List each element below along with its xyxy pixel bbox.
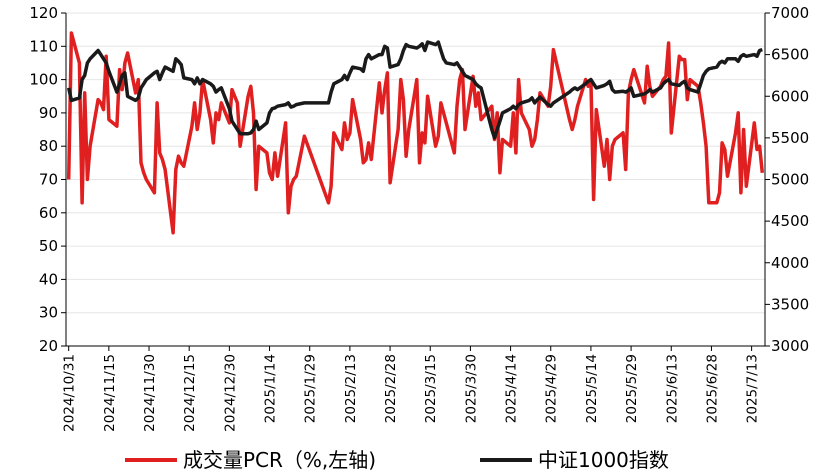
y-tick-label: 70: [39, 171, 58, 189]
y-tick-label: 40: [39, 270, 58, 288]
y-tick-label: 100: [29, 71, 58, 89]
x-tick-label: 2025/3/15: [423, 354, 439, 423]
y-tick-label: 20: [39, 337, 58, 355]
x-tick-label: 2025/1/29: [303, 354, 319, 423]
x-tick-label: 2025/1/14: [263, 354, 279, 423]
y-tick-label: 120: [29, 4, 58, 22]
y2-tick-label: 6500: [771, 46, 809, 64]
y2-tick-label: 7000: [771, 4, 809, 22]
y-tick-label: 60: [39, 204, 58, 222]
y-tick-label: 80: [39, 137, 58, 155]
y-tick-label: 50: [39, 237, 58, 255]
x-tick-label: 2024/11/30: [142, 354, 158, 432]
x-tick-label: 2025/4/29: [544, 354, 560, 423]
x-tick-label: 2025/4/14: [504, 354, 520, 423]
x-tick-label: 2025/6/13: [664, 354, 680, 423]
series-line: [66, 31, 765, 235]
y2-tick-label: 6000: [771, 87, 809, 105]
y-tick-label: 110: [29, 37, 58, 55]
x-tick-label: 2025/6/28: [704, 354, 720, 423]
y2-tick-label: 3000: [771, 337, 809, 355]
x-tick-label: 2025/5/14: [584, 354, 600, 423]
y2-tick-label: 4000: [771, 254, 809, 272]
x-tick-label: 2025/5/29: [624, 354, 640, 423]
y-tick-label: 90: [39, 104, 58, 122]
y2-tick-label: 5000: [771, 171, 809, 189]
y-tick-label: 30: [39, 304, 58, 322]
series-line: [66, 40, 763, 140]
legend-label: 中证1000指数: [538, 448, 669, 472]
x-tick-label: 2025/7/13: [745, 354, 761, 423]
y2-tick-label: 5500: [771, 129, 809, 147]
x-tick-label: 2024/11/15: [102, 354, 118, 432]
x-tick-label: 2025/2/13: [343, 354, 359, 423]
x-tick-label: 2025/2/28: [383, 354, 399, 423]
y2-tick-label: 3500: [771, 295, 809, 313]
x-tick-label: 2024/12/15: [182, 354, 198, 432]
x-tick-label: 2024/10/31: [62, 354, 78, 432]
x-tick-label: 2025/3/30: [463, 354, 479, 423]
legend-label: 成交量PCR（%,左轴): [183, 448, 376, 472]
x-tick-label: 2024/12/30: [222, 354, 238, 432]
y2-tick-label: 4500: [771, 212, 809, 230]
